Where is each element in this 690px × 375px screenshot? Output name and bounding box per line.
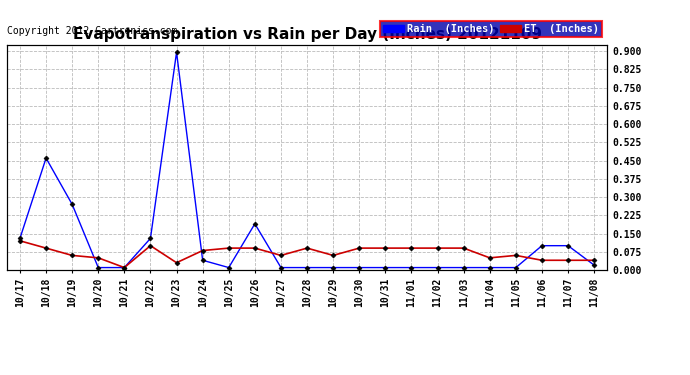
Title: Evapotranspiration vs Rain per Day (Inches) 20121109: Evapotranspiration vs Rain per Day (Inch… <box>72 27 542 42</box>
Text: Copyright 2012 Cartronics.com: Copyright 2012 Cartronics.com <box>7 26 177 36</box>
Legend: Rain  (Inches), ET  (Inches): Rain (Inches), ET (Inches) <box>380 21 602 37</box>
